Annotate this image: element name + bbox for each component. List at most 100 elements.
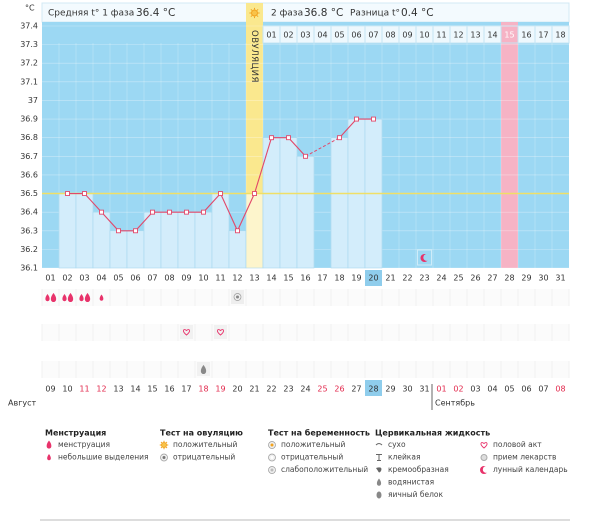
temperature-point: [371, 116, 376, 122]
y-tick-label: 36.9: [20, 115, 38, 124]
legend-icon-core: [270, 443, 274, 447]
phase2-day: 02: [283, 31, 293, 40]
x-tick-label: 19: [351, 274, 361, 283]
sun-ray: [250, 15, 253, 17]
date-label: 26: [334, 385, 344, 394]
legend-icon: [46, 440, 52, 449]
sun-icon: [251, 9, 258, 17]
x-tick-label: 31: [555, 274, 565, 283]
temperature-point: [337, 135, 342, 141]
phase2-day: 09: [402, 31, 412, 40]
x-tick-label: 16: [300, 274, 310, 283]
y-tick-label: 37.4: [20, 22, 38, 31]
x-tick-label: 08: [164, 274, 174, 283]
menstruation-icon: [67, 293, 74, 302]
x-tick-label: 05: [113, 274, 123, 283]
x-tick-label: 12: [232, 274, 242, 283]
x-tick-label: 27: [487, 274, 497, 283]
date-label: 25: [317, 385, 327, 394]
date-label: 15: [147, 385, 157, 394]
phase2-day: 18: [555, 31, 565, 40]
date-label: 01: [436, 385, 446, 394]
symbol-row: [42, 289, 569, 306]
x-tick-label: 26: [470, 274, 480, 283]
y-tick-label: 36.1: [20, 264, 38, 273]
temperature-bar: [126, 230, 145, 269]
header-phase2-label: 2 фаза: [271, 9, 303, 19]
temperature-bar: [211, 193, 230, 269]
temperature-bar: [75, 193, 94, 269]
legend-icon: [480, 454, 488, 461]
temperature-bar: [330, 137, 349, 269]
legend-item: небольшие выделения: [58, 453, 149, 462]
date-label: 10: [62, 385, 72, 394]
x-tick-label: 10: [198, 274, 208, 283]
header-phase1-value: 36.4 °C: [136, 7, 175, 19]
legend-icon: [376, 467, 382, 473]
x-tick-label: 01: [45, 274, 55, 283]
sex-icon: [217, 329, 224, 336]
legend-icon: [375, 443, 383, 446]
fertile-column: [501, 22, 518, 268]
legend-icon-core: [270, 468, 274, 472]
legend-item: яичный белок: [388, 490, 444, 499]
sex-icon: [183, 329, 190, 336]
temperature-point: [218, 191, 223, 196]
x-tick-label: 06: [130, 274, 140, 283]
temperature-point: [65, 191, 70, 196]
sun-ray: [160, 441, 163, 444]
symbol-row: [42, 324, 569, 341]
legend-icon: [376, 478, 382, 486]
y-tick-label: 37.1: [20, 77, 38, 86]
legend-item: половой акт: [493, 440, 542, 449]
date-label: 21: [249, 385, 259, 394]
x-tick-label: 29: [521, 274, 531, 283]
temperature-point: [354, 116, 359, 122]
phase2-day: 08: [385, 31, 395, 40]
date-label: 27: [351, 385, 361, 394]
x-tick-label: 21: [385, 274, 395, 283]
x-tick-label: 24: [436, 274, 446, 283]
phase2-cell: [551, 25, 570, 44]
menstruation-icon: [84, 293, 91, 302]
phase2-day: 10: [419, 31, 429, 40]
temperature-bar: [109, 230, 128, 269]
legend-item: сухо: [388, 440, 406, 449]
temperature-bar: [58, 193, 77, 269]
x-tick-label: 09: [181, 274, 191, 283]
legend-item: прием лекарств: [493, 453, 556, 462]
phase2-day: 07: [368, 31, 378, 40]
temperature-point: [201, 209, 206, 215]
temperature-point: [82, 191, 87, 196]
temperature-bar: [296, 156, 315, 269]
date-label: 20: [232, 385, 242, 394]
date-label: 19: [215, 385, 225, 394]
temperature-point: [269, 135, 274, 141]
legend-item: отрицательный: [173, 453, 235, 462]
legend-title: Тест на беременность: [268, 428, 370, 438]
gap-bridge: [305, 137, 340, 157]
menstruation-icon: [50, 293, 57, 302]
header-diff-value: 0.4 °C: [401, 7, 434, 19]
sun-ray: [250, 9, 253, 11]
phase2-day: 11: [436, 31, 446, 40]
y-tick-label: 36.7: [20, 152, 38, 161]
legend-item: слабоположительный: [281, 465, 368, 474]
symbol-row: [42, 361, 569, 378]
y-tick-label: 36.4: [20, 208, 38, 217]
legend-title: Цервикальная жидкость: [375, 429, 490, 438]
y-tick-label: 36.2: [20, 245, 38, 254]
moon-box: [417, 249, 432, 266]
phase2-day: 04: [317, 31, 327, 40]
x-tick-label: 18: [334, 274, 344, 283]
sex-cell: [214, 325, 227, 339]
temperature-point: [133, 228, 138, 234]
temperature-point: [167, 209, 172, 215]
temperature-bar: [228, 230, 247, 269]
date-label: 16: [164, 385, 174, 394]
y-tick-label: 36.5: [20, 189, 38, 198]
date-label: 11: [79, 385, 89, 394]
temperature-point: [150, 209, 155, 215]
sun-ray: [165, 446, 168, 449]
y-tick-label: 36.8: [20, 133, 38, 142]
